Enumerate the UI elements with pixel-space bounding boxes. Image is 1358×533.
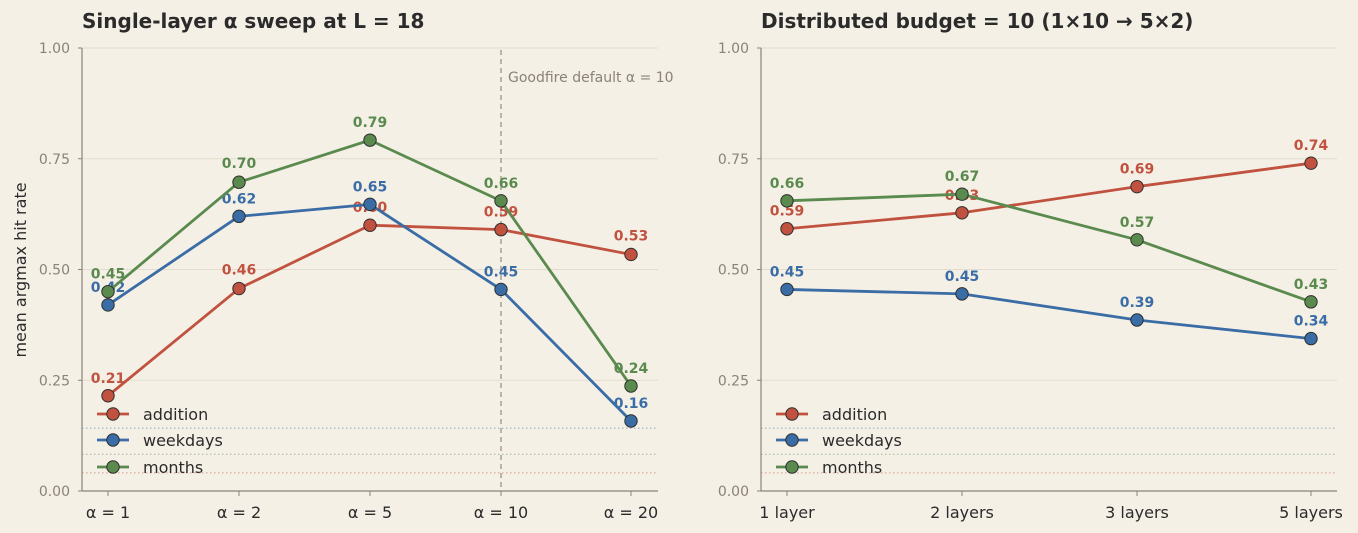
point-addition — [494, 222, 508, 237]
y-tick-label: 0.75 — [39, 152, 70, 168]
data-label-weekdays: 0.45 — [484, 264, 519, 280]
chart-title: Single-layer α sweep at L = 18 — [82, 9, 424, 33]
data-label-weekdays: 0.45 — [945, 269, 980, 285]
y-tick-label: 0.00 — [39, 484, 70, 500]
point-addition — [232, 281, 246, 296]
data-label-addition: 0.21 — [91, 371, 126, 387]
point-weekdays — [1304, 331, 1318, 346]
series-line-weekdays — [786, 288, 1312, 341]
legend-label-weekdays: weekdays — [822, 431, 902, 450]
data-label-months: 0.45 — [91, 267, 126, 283]
y-tick-label: 0.75 — [718, 152, 749, 168]
chart-panel-2: Distributed budget = 10 (1×10 → 5×2) 0.00… — [718, 9, 1343, 522]
legend-marker-months — [785, 460, 799, 474]
point-weekdays — [232, 209, 246, 224]
point-addition — [780, 222, 794, 236]
y-tick-label: 0.50 — [39, 263, 70, 279]
x-tick-label: α = 10 — [474, 503, 528, 522]
point-addition — [1130, 179, 1144, 194]
data-label-weekdays: 0.45 — [770, 264, 805, 280]
x-tick-label: 2 layers — [930, 503, 994, 522]
data-label-addition: 0.53 — [614, 228, 649, 244]
data-label-weekdays: 0.65 — [353, 179, 388, 195]
data-label-addition: 0.59 — [484, 205, 519, 221]
point-weekdays — [363, 197, 377, 212]
x-tick-label: 3 layers — [1105, 503, 1169, 522]
y-tick-label: 0.25 — [39, 373, 70, 389]
y-tick-label: 0.50 — [718, 263, 749, 279]
x-tick-label: 5 layers — [1279, 503, 1343, 522]
legend-label-months: months — [822, 458, 882, 477]
legend-label-weekdays: weekdays — [143, 431, 223, 450]
y-tick-label: 0.00 — [718, 484, 749, 500]
data-label-months: 0.66 — [770, 176, 805, 192]
chart-title: Distributed budget = 10 (1×10 → 5×2) — [761, 9, 1193, 33]
point-addition — [1304, 156, 1318, 170]
point-weekdays — [624, 414, 638, 428]
data-label-months: 0.66 — [484, 176, 519, 192]
x-tick-label: α = 20 — [604, 503, 658, 522]
data-label-weekdays: 0.16 — [614, 396, 649, 412]
point-months — [363, 133, 377, 147]
series-line-addition — [786, 161, 1312, 231]
y-tick-label: 0.25 — [718, 373, 749, 389]
data-label-months: 0.70 — [222, 156, 257, 172]
data-label-months: 0.57 — [1120, 215, 1155, 231]
data-label-months: 0.24 — [614, 361, 649, 377]
point-months — [780, 194, 794, 208]
annotation-label: Goodfire default α = 10 — [508, 70, 674, 86]
point-addition — [363, 218, 377, 232]
point-weekdays — [780, 282, 794, 297]
point-months — [494, 194, 508, 208]
y-tick-label: 1.00 — [718, 41, 749, 57]
point-months — [624, 379, 638, 393]
point-weekdays — [1130, 313, 1144, 327]
point-months — [232, 175, 246, 189]
legend-marker-addition — [106, 407, 120, 421]
data-label-addition: 0.74 — [1294, 138, 1329, 154]
data-label-addition: 0.69 — [1120, 162, 1155, 178]
data-label-months: 0.67 — [945, 169, 980, 185]
x-tick-label: α = 5 — [348, 503, 392, 522]
x-tick-label: α = 2 — [217, 503, 261, 522]
legend-label-addition: addition — [822, 405, 887, 424]
point-addition — [624, 247, 638, 262]
chart-panel-1: Single-layer α sweep at L = 18 0.00 0.25 0.… — [39, 9, 674, 522]
data-label-weekdays: 0.62 — [222, 191, 257, 207]
data-label-weekdays: 0.39 — [1120, 295, 1155, 311]
y-axis-label: mean argmax hit rate — [11, 182, 30, 357]
data-label-months: 0.43 — [1294, 277, 1329, 293]
point-months — [101, 284, 115, 299]
point-addition — [101, 389, 115, 403]
series-line-months — [786, 192, 1312, 304]
legend-label-addition: addition — [143, 405, 208, 424]
legend-label-months: months — [143, 458, 203, 477]
data-label-months: 0.79 — [353, 115, 388, 131]
data-label-weekdays: 0.34 — [1294, 314, 1329, 330]
x-tick-label: α = 1 — [86, 503, 130, 522]
series-line-months — [107, 138, 633, 387]
legend-marker-addition — [785, 407, 799, 421]
data-label-addition: 0.46 — [222, 263, 257, 279]
point-weekdays — [101, 298, 115, 312]
point-weekdays — [494, 282, 508, 297]
point-months — [955, 187, 969, 201]
point-months — [1304, 295, 1318, 309]
point-months — [1130, 233, 1144, 247]
x-tick-label: 1 layer — [759, 503, 815, 522]
point-addition — [955, 206, 969, 220]
series-line-weekdays — [107, 202, 632, 422]
legend-marker-months — [106, 460, 120, 474]
legend-marker-weekdays — [106, 433, 120, 447]
legend-marker-weekdays — [785, 433, 799, 447]
data-label-addition: 0.59 — [770, 204, 805, 220]
y-tick-label: 1.00 — [39, 41, 70, 57]
point-weekdays — [955, 287, 969, 301]
